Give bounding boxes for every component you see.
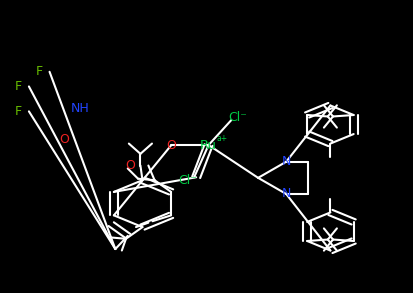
Text: Cl⁻: Cl⁻ (178, 174, 197, 187)
Text: F: F (36, 65, 43, 78)
Text: O: O (166, 139, 176, 151)
Text: NH: NH (71, 102, 90, 115)
Text: a+: a+ (216, 134, 227, 143)
Text: N: N (282, 188, 291, 200)
Text: Ru: Ru (200, 139, 217, 151)
Text: O: O (125, 159, 135, 172)
Text: N: N (282, 155, 291, 168)
Text: O: O (59, 133, 69, 146)
Text: F: F (15, 80, 22, 93)
Text: Cl⁻: Cl⁻ (228, 111, 247, 124)
Text: F: F (15, 105, 22, 118)
